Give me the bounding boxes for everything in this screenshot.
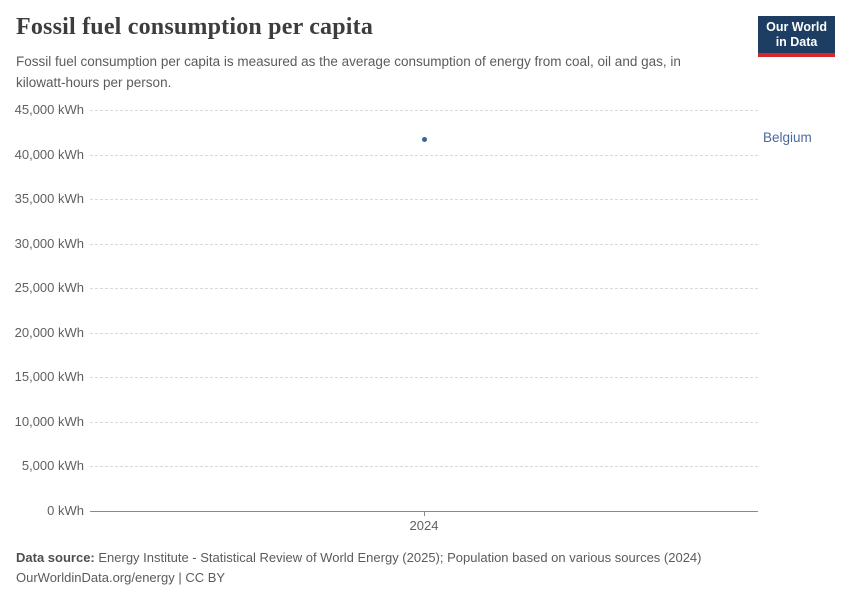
y-tick-label: 5,000 kWh [21, 458, 84, 473]
gridline [90, 377, 758, 378]
gridline [90, 288, 758, 289]
owid-url-link[interactable]: OurWorldinData.org/energy [16, 570, 175, 586]
x-tick-mark [424, 511, 425, 516]
owid-logo-line1: Our World [766, 20, 827, 34]
entity-label-belgium[interactable]: Belgium [763, 130, 812, 146]
data-source-label: Data source: [16, 550, 95, 565]
y-tick-label: 20,000 kWh [14, 324, 84, 340]
gridline [90, 466, 758, 467]
x-tick-label: 2024 [409, 517, 439, 533]
owid-logo[interactable]: Our World in Data [758, 16, 835, 57]
page-title: Fossil fuel consumption per capita [16, 14, 374, 40]
chart-footer: Data source: Energy Institute - Statisti… [16, 548, 701, 588]
gridline [90, 110, 758, 111]
gridline [90, 154, 758, 156]
y-tick-label: 35,000 kWh [14, 191, 84, 206]
data-source-line: Data source: Energy Institute - Statisti… [16, 548, 701, 568]
citation-line: OurWorldinData.org/energy | CC BY [16, 568, 701, 588]
y-tick-label: 30,000 kWh [14, 235, 84, 251]
gridline [90, 199, 758, 200]
data-source-link[interactable]: Energy Institute - Statistical Review of… [94, 550, 702, 565]
y-tick-label: 15,000 kWh [14, 369, 84, 384]
citation-separator: | [174, 570, 186, 586]
gridline [90, 421, 758, 423]
y-tick-label: 25,000 kWh [14, 280, 84, 295]
y-tick-label: 0 kWh [47, 502, 84, 518]
license-link[interactable]: CC BY [185, 570, 226, 586]
data-point-belgium[interactable] [421, 136, 427, 142]
y-tick-label: 45,000 kWh [14, 102, 84, 117]
owid-logo-line2: in Data [775, 35, 818, 49]
y-tick-label: 10,000 kWh [14, 413, 84, 429]
gridline [90, 243, 758, 245]
chart-subtitle: Fossil fuel consumption per capita is me… [16, 54, 681, 90]
y-tick-label: 40,000 kWh [14, 146, 84, 162]
gridline [90, 332, 758, 334]
